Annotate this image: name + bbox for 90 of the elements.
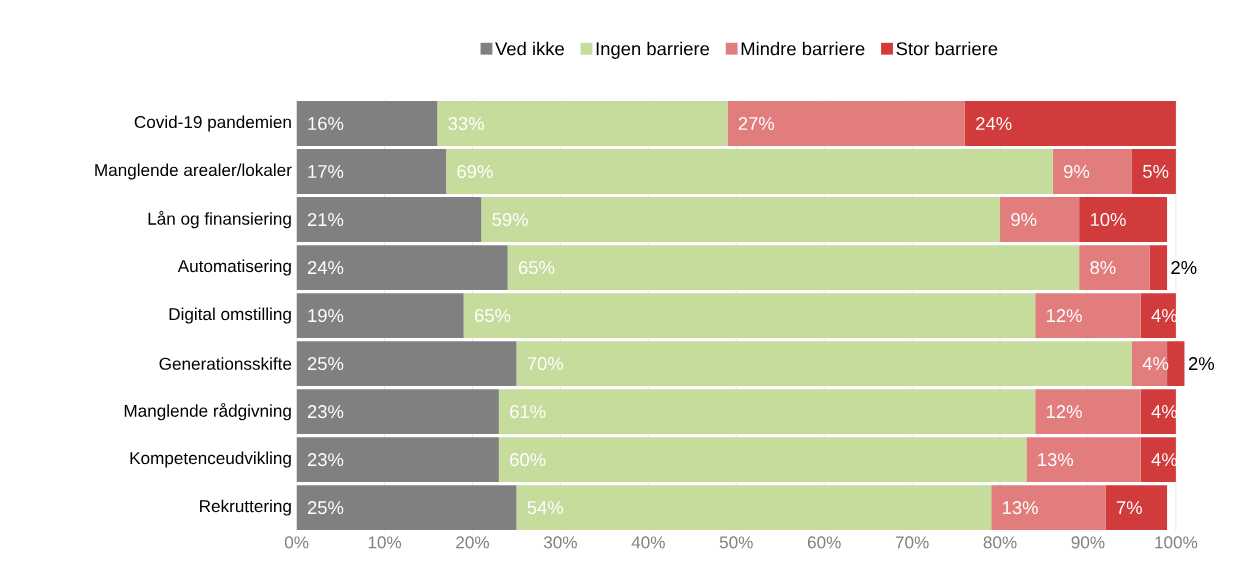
bar (1079, 245, 1150, 290)
data-label: 9% (1011, 212, 1037, 227)
bar (516, 341, 1132, 386)
x-tick-label: 90% (1071, 536, 1105, 549)
bar (1131, 149, 1176, 194)
bar (1149, 245, 1168, 290)
y-tick-label: Rekruttering (200, 499, 291, 516)
bar (437, 101, 728, 146)
data-label: 33% (448, 116, 484, 130)
bar (1052, 149, 1132, 194)
bar (727, 101, 965, 146)
bar (296, 101, 438, 146)
data-label: 4% (1142, 357, 1169, 370)
legend-label: Stor barriere (896, 41, 998, 56)
bar (498, 437, 1027, 482)
legend-label: Mindre barriere (741, 41, 865, 56)
x-tick-label: 10% (368, 536, 402, 549)
y-tick-label: Generationsskifte (159, 357, 292, 370)
bar (296, 485, 517, 530)
data-label: 17% (308, 164, 344, 178)
x-tick-label: 100% (1155, 536, 1198, 549)
bar (296, 293, 464, 338)
bar (1167, 341, 1185, 386)
bar (516, 485, 992, 530)
data-label: 13% (1003, 501, 1038, 515)
bar (1035, 293, 1141, 338)
data-label: 2% (1171, 260, 1197, 274)
data-label: 12% (1046, 309, 1082, 322)
bar (481, 197, 1001, 242)
y-tick-label: Covid-19 pandemien (134, 115, 291, 132)
x-tick-label: 70% (895, 536, 929, 549)
data-label: 69% (457, 164, 493, 178)
bar (296, 389, 499, 434)
bar (1105, 485, 1168, 530)
data-label: 23% (307, 405, 344, 419)
y-tick-label: Manglende arealer/lokaler (95, 163, 292, 180)
data-label: 16% (308, 116, 344, 130)
bar (991, 485, 1106, 530)
y-tick-label: Kompetenceudvikling (130, 451, 291, 468)
data-label: 24% (976, 116, 1012, 130)
data-label: 19% (308, 308, 344, 323)
data-label: 8% (1090, 260, 1116, 275)
data-label: 23% (307, 453, 344, 467)
data-label: 25% (307, 356, 344, 371)
data-label: 27% (738, 116, 775, 130)
data-label: 70% (527, 356, 564, 371)
bar (964, 101, 1176, 146)
legend-label: Ingen barriere (596, 41, 710, 59)
bar (446, 149, 1053, 194)
data-label: 54% (527, 501, 564, 515)
bar (1026, 437, 1141, 482)
y-tick-label: Lån og finansiering (148, 210, 291, 229)
data-label: 65% (474, 308, 511, 323)
bar (507, 245, 1080, 290)
bar (296, 437, 499, 482)
data-label: 7% (1116, 501, 1142, 515)
y-tick-label: Digital omstilling (169, 307, 291, 324)
data-label: 60% (510, 453, 546, 467)
bar (296, 341, 517, 386)
x-tick-label: 60% (807, 536, 841, 549)
legend-label: Ved ikke (495, 41, 564, 56)
x-tick-label: 40% (631, 536, 665, 549)
data-label: 24% (307, 260, 344, 274)
bar (296, 245, 508, 290)
data-label: 25% (307, 501, 344, 515)
x-tick-label: 0% (284, 536, 309, 549)
x-tick-label: 50% (719, 536, 753, 549)
bar (498, 389, 1036, 434)
data-label: 21% (307, 212, 344, 226)
x-tick-label: 20% (456, 536, 490, 549)
y-tick-label: Automatisering (177, 259, 291, 276)
data-label: 10% (1090, 212, 1126, 227)
data-label: 13% (1038, 453, 1074, 467)
bar (463, 293, 1036, 338)
bar (296, 149, 447, 194)
data-label: 5% (1143, 164, 1169, 178)
bar (296, 197, 482, 242)
data-label: 65% (518, 260, 555, 275)
data-label: 12% (1046, 405, 1082, 419)
data-label: 9% (1064, 164, 1090, 178)
bar (1035, 389, 1141, 434)
y-tick-label: Manglende rådgivning (124, 402, 291, 421)
bar (1079, 197, 1168, 242)
bar (1131, 341, 1168, 386)
data-label: 61% (510, 405, 546, 419)
data-label: 2% (1188, 357, 1215, 371)
x-tick-label: 80% (983, 536, 1017, 549)
x-tick-label: 30% (543, 536, 577, 549)
bar (1000, 197, 1080, 242)
data-label: 59% (492, 212, 528, 227)
